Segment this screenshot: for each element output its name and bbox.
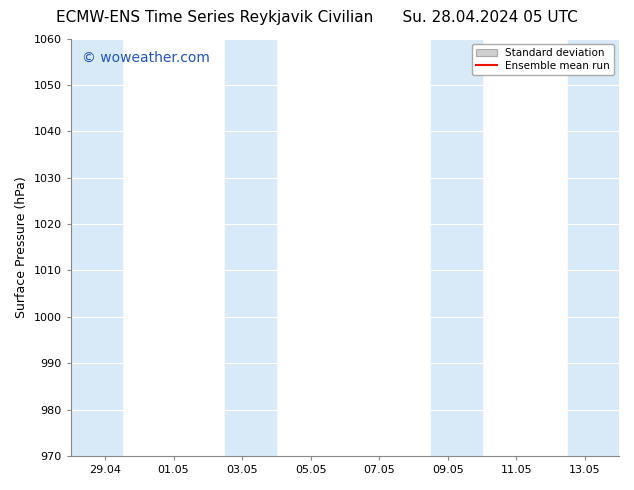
Text: ECMW-ENS Time Series Reykjavik Civilian      Su. 28.04.2024 05 UTC: ECMW-ENS Time Series Reykjavik Civilian … (56, 10, 578, 25)
Bar (71, 39, 122, 456)
Y-axis label: Surface Pressure (hPa): Surface Pressure (hPa) (15, 176, 28, 318)
Text: © woweather.com: © woweather.com (82, 51, 210, 65)
Bar (225, 39, 276, 456)
Legend: Standard deviation, Ensemble mean run: Standard deviation, Ensemble mean run (472, 44, 614, 75)
Bar (567, 39, 619, 456)
Bar (430, 39, 482, 456)
